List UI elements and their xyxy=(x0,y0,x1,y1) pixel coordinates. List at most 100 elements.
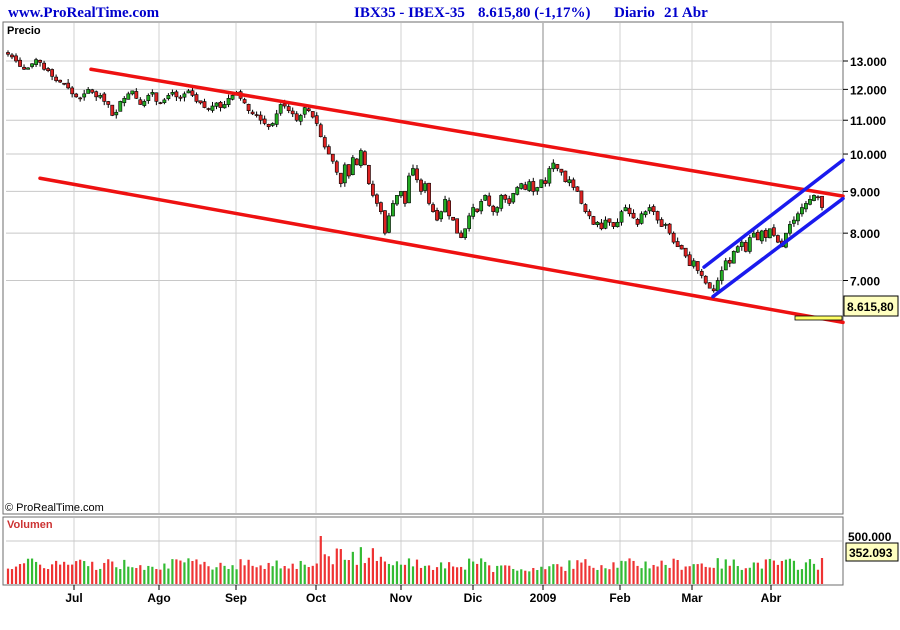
candle xyxy=(366,164,371,186)
candle-body xyxy=(459,232,464,238)
candle-body xyxy=(314,115,319,124)
volume-bar xyxy=(492,571,495,584)
volume-bar xyxy=(367,557,370,584)
candle-body xyxy=(463,228,468,238)
volume-bar xyxy=(568,560,571,584)
candle xyxy=(190,87,195,98)
candle xyxy=(527,179,532,192)
current-price-tag xyxy=(843,295,899,317)
candle-body xyxy=(531,181,536,192)
candle-body xyxy=(659,219,664,227)
candle xyxy=(98,92,103,100)
candle xyxy=(655,210,660,224)
candle xyxy=(174,89,179,101)
current-volume-tag xyxy=(845,542,899,562)
volume-bar xyxy=(724,559,727,584)
candle-body xyxy=(230,95,235,100)
candle-body xyxy=(419,179,423,192)
candle-body xyxy=(214,102,219,107)
volume-bar xyxy=(564,570,567,584)
candle xyxy=(415,164,419,183)
candle xyxy=(383,210,387,236)
candle-body xyxy=(174,91,179,98)
volume-bar xyxy=(464,569,467,584)
candle-body xyxy=(298,115,303,122)
volume-bar xyxy=(307,567,310,584)
volume-tick-label: 500.000 xyxy=(848,530,892,544)
candle-body xyxy=(415,168,419,181)
candle xyxy=(126,91,131,100)
candle-body xyxy=(735,246,740,253)
current-price-text: 8.615,80 xyxy=(847,300,894,314)
volume-bar xyxy=(764,559,767,584)
candle-body xyxy=(591,216,596,225)
candle xyxy=(334,159,339,176)
candle xyxy=(270,122,275,127)
candle xyxy=(519,182,524,190)
candle-body xyxy=(399,191,403,197)
candle-body xyxy=(663,224,668,226)
volume-bar xyxy=(147,565,150,584)
candle-body xyxy=(751,232,756,238)
candle xyxy=(294,111,299,122)
volume-bar xyxy=(772,560,775,584)
candle-body xyxy=(322,137,327,148)
candle-body xyxy=(106,101,111,105)
volume-bar xyxy=(788,558,792,584)
candle-body xyxy=(258,114,263,121)
candle xyxy=(354,157,359,166)
volume-bar xyxy=(688,566,691,584)
candle-body xyxy=(370,183,375,196)
candle xyxy=(487,192,492,207)
candle-body xyxy=(38,59,42,63)
volume-bar xyxy=(99,568,102,584)
volume-bar xyxy=(656,566,659,584)
candle-body xyxy=(411,168,415,176)
candle xyxy=(667,222,672,236)
candle-body xyxy=(62,82,67,85)
volume-bar xyxy=(720,568,723,584)
price-tick-label: 7.000 xyxy=(850,275,880,289)
candle-body xyxy=(354,158,359,166)
candle-body xyxy=(623,207,628,212)
candle-body xyxy=(262,118,267,124)
site-name[interactable]: www.ProRealTime.com xyxy=(8,5,160,21)
candle xyxy=(647,204,652,214)
candle-body xyxy=(6,52,10,55)
candle xyxy=(326,144,331,155)
candle-body xyxy=(816,196,820,199)
volume-bar xyxy=(536,570,539,584)
volume-bar xyxy=(732,559,735,584)
candle xyxy=(358,148,363,168)
candle-body xyxy=(42,62,46,70)
volume-bar xyxy=(6,568,10,584)
last-price-marker xyxy=(794,315,843,321)
candle xyxy=(298,113,303,126)
volume-bar xyxy=(596,569,599,584)
volume-bar xyxy=(71,564,74,584)
volume-bar xyxy=(820,558,824,584)
volume-bar xyxy=(528,571,531,584)
candle-body xyxy=(138,99,143,105)
candle-body xyxy=(715,280,720,292)
candle xyxy=(50,68,55,81)
candle xyxy=(290,107,295,118)
candle xyxy=(788,220,792,236)
candle-body xyxy=(254,114,259,116)
candle xyxy=(198,100,203,105)
volume-bar xyxy=(792,560,796,584)
volume-bar xyxy=(14,566,18,584)
volume-bar xyxy=(812,563,816,584)
candle-body xyxy=(150,92,155,95)
candle xyxy=(627,204,632,217)
candle-body xyxy=(475,208,480,212)
candle xyxy=(407,172,411,204)
candle-body xyxy=(535,187,540,192)
candle xyxy=(707,282,712,289)
candle xyxy=(703,275,708,285)
candle xyxy=(479,198,484,215)
candle xyxy=(182,91,187,102)
candle-body xyxy=(190,90,195,96)
volume-bar xyxy=(87,566,90,584)
volume-bar xyxy=(476,563,479,584)
